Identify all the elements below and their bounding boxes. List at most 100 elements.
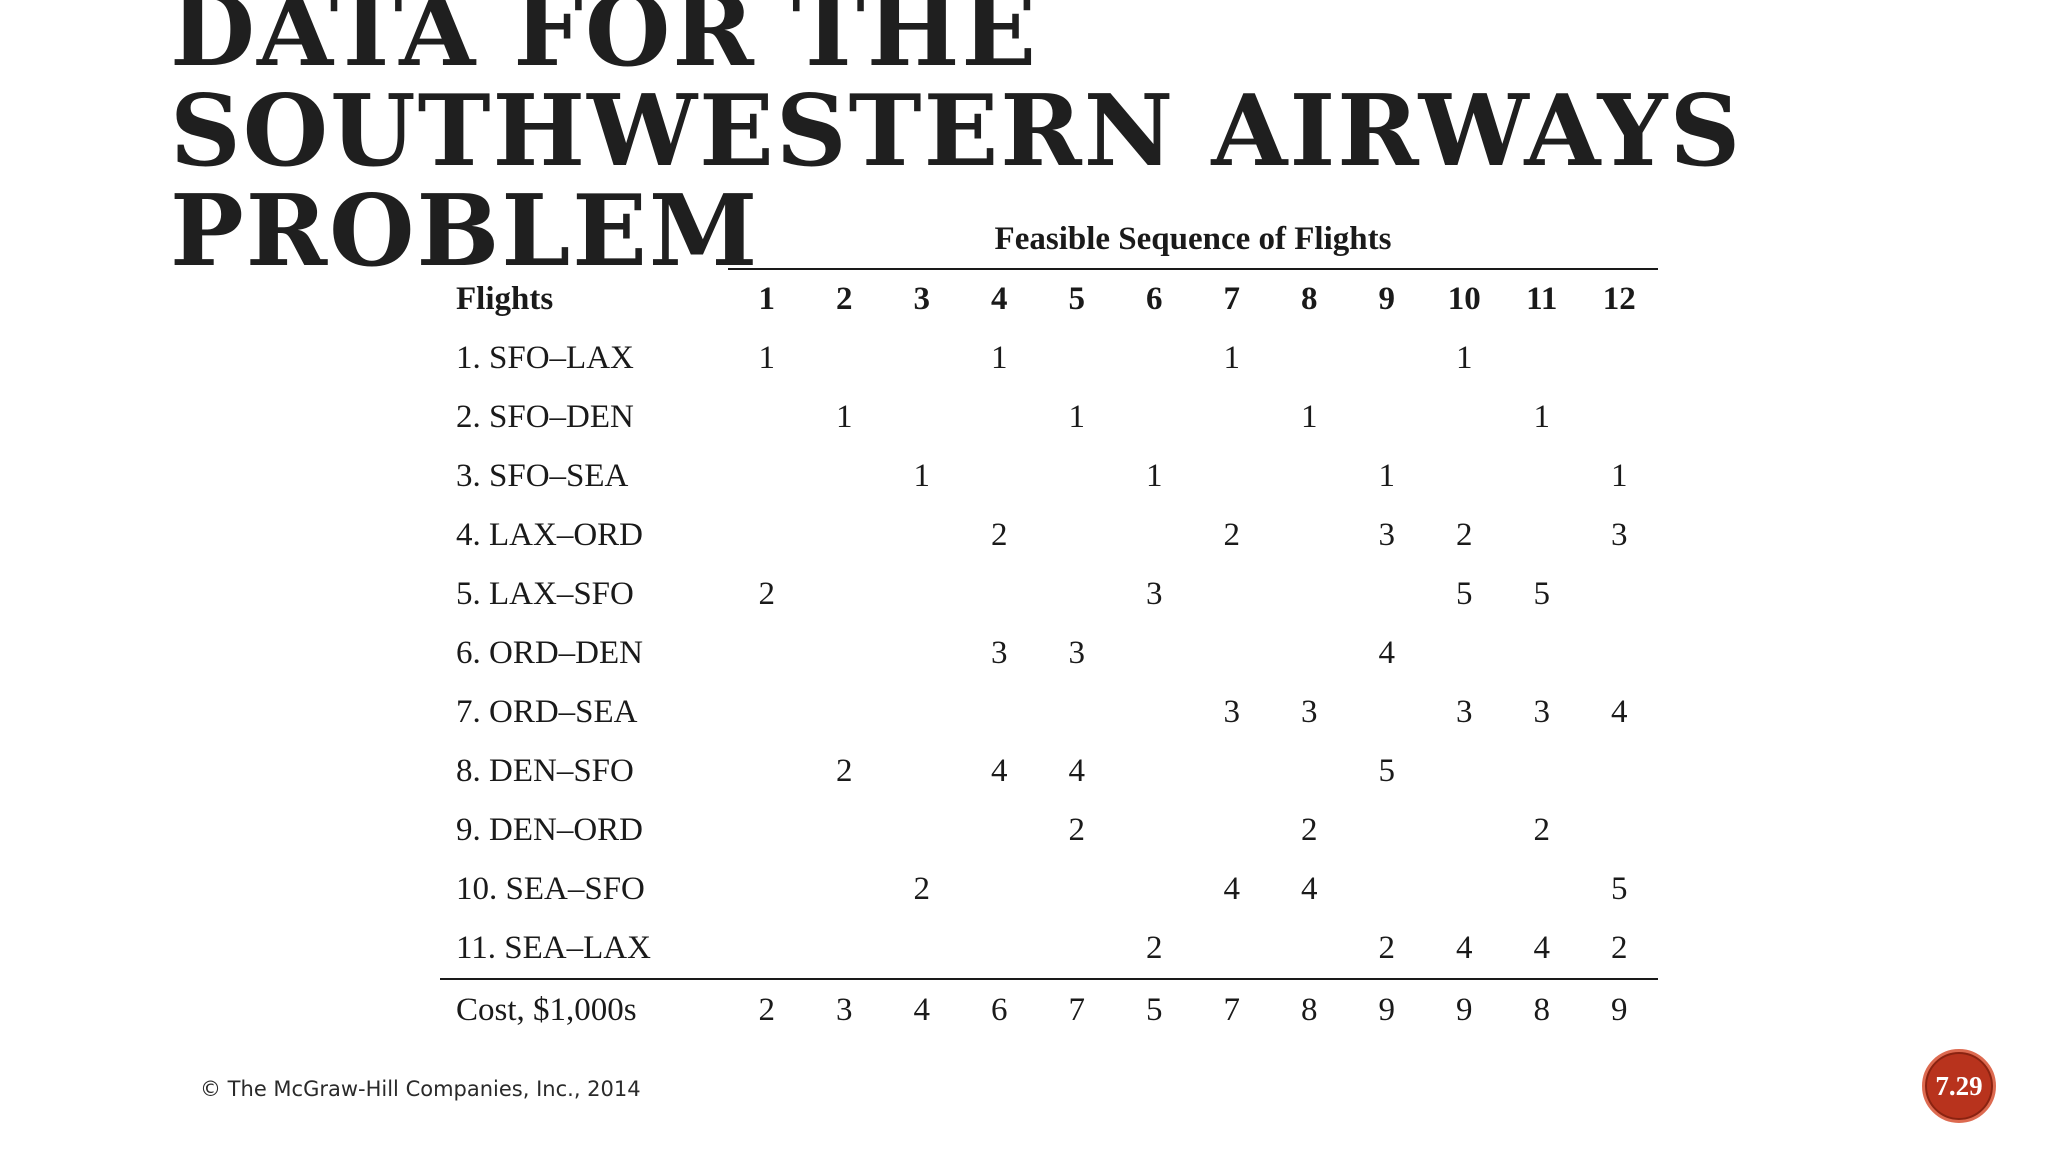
table-cell: 3 — [1456, 694, 1473, 730]
table-cell — [1581, 624, 1659, 683]
table-cell — [1193, 801, 1271, 860]
group-header-spacer — [440, 210, 728, 269]
flight-label: 5. LAX–SFO — [456, 576, 634, 612]
table-cell — [728, 447, 806, 506]
column-header: 2 — [836, 281, 853, 317]
copyright-notice: © The McGraw-Hill Companies, Inc., 2014 — [200, 1077, 641, 1101]
table-cell — [1581, 329, 1659, 388]
table-cell: 4 — [1068, 753, 1086, 789]
cost-value: 9 — [1348, 978, 1426, 1040]
table-cell: 3 — [1378, 517, 1396, 553]
table-cell — [1193, 919, 1271, 979]
table-cell — [1116, 329, 1194, 388]
table-cell: 5 — [1456, 576, 1473, 612]
column-header: 6 — [1146, 281, 1163, 317]
table-cell — [806, 447, 884, 506]
table-cell — [806, 683, 884, 742]
table-cell — [1116, 624, 1194, 683]
table-cell — [1581, 801, 1659, 860]
table-cell: 1 — [1611, 458, 1628, 494]
table-cell: 3 — [1611, 517, 1628, 553]
table-cell — [1581, 742, 1659, 801]
table-cell — [883, 506, 961, 565]
table-cell — [961, 919, 1039, 979]
table-cell — [883, 565, 961, 624]
table-cell — [1038, 919, 1116, 979]
table-cell — [1038, 860, 1116, 919]
table-cell — [1503, 447, 1581, 506]
table-cell — [1426, 624, 1504, 683]
table-cell — [806, 506, 884, 565]
table-cell — [961, 565, 1039, 624]
table-cell — [728, 742, 806, 801]
table-cell — [728, 624, 806, 683]
table-cell — [728, 388, 806, 447]
table-cell — [728, 919, 806, 979]
table-cell: 2 — [1068, 812, 1086, 848]
table-cell — [1038, 329, 1116, 388]
cost-value: 8 — [1270, 978, 1348, 1040]
table-cell — [728, 801, 806, 860]
column-header: 3 — [913, 281, 931, 317]
table-cell — [1503, 742, 1581, 801]
table-cell: 4 — [1378, 635, 1396, 671]
table-cell — [1271, 447, 1349, 506]
table-cell — [1116, 388, 1194, 447]
table-cell: 4 — [1533, 930, 1551, 966]
table-row: 4. LAX–ORD 2 2 3 2 3 — [440, 506, 1658, 565]
table-cell: 2 — [991, 517, 1008, 553]
table-cell — [1271, 624, 1349, 683]
table-cell — [961, 683, 1039, 742]
table-cell: 2 — [1223, 517, 1241, 553]
table-body: 1. SFO–LAX 1 1 1 1 2. SFO–DEN 1 1 1 1 3. SFO–SEA 1 1… — [440, 329, 1658, 979]
table-cell — [1426, 860, 1504, 919]
table-cell: 4 — [1456, 930, 1473, 966]
page-number: 7.29 — [1935, 1070, 1983, 1101]
cost-value: 9 — [1580, 978, 1658, 1040]
table-cell — [806, 565, 884, 624]
flight-label: 7. ORD–SEA — [456, 694, 638, 730]
cost-value: 7 — [1193, 978, 1271, 1040]
table-cell: 1 — [913, 458, 931, 494]
table-cell — [1116, 683, 1194, 742]
cost-value: 9 — [1425, 978, 1503, 1040]
table-cell — [883, 683, 961, 742]
slide-title: DATA FOR THE SOUTHWESTERN AIRWAYS PROBLE… — [170, 0, 1743, 289]
table-cell: 4 — [991, 753, 1008, 789]
table-row: 8. DEN–SFO 2 4 4 5 — [440, 742, 1658, 801]
table-cell: 2 — [1146, 930, 1163, 966]
cost-value: 3 — [805, 978, 883, 1040]
table-cell — [1038, 506, 1116, 565]
table-row: 10. SEA–SFO 2 4 4 5 — [440, 860, 1658, 919]
column-header: 4 — [991, 281, 1008, 317]
cost-value: 8 — [1503, 978, 1581, 1040]
table-cell: 3 — [1533, 694, 1551, 730]
table-cell: 2 — [1533, 812, 1551, 848]
flight-label: 8. DEN–SFO — [456, 753, 634, 789]
row-header: Flights — [456, 280, 554, 317]
table-cell — [1038, 565, 1116, 624]
table-cell: 5 — [1611, 871, 1628, 907]
table-cell — [1348, 388, 1426, 447]
table-cell — [1193, 624, 1271, 683]
table-cell: 1 — [758, 340, 776, 376]
table-cell — [961, 447, 1039, 506]
table-cell — [1193, 565, 1271, 624]
table-cell — [1271, 919, 1349, 979]
table-cell — [806, 624, 884, 683]
column-header-row: Flights 1 2 3 4 5 6 7 8 9 10 11 12 — [440, 269, 1658, 329]
table-cell: 3 — [1223, 694, 1241, 730]
table-cell — [1116, 860, 1194, 919]
column-header: 5 — [1068, 281, 1086, 317]
column-header: 1 — [758, 281, 776, 317]
table-cell — [728, 683, 806, 742]
table-cell — [806, 860, 884, 919]
table-cell — [1581, 565, 1659, 624]
table-cell: 3 — [1301, 694, 1318, 730]
table-cell — [961, 860, 1039, 919]
table-cell — [1116, 801, 1194, 860]
table-cell — [1503, 329, 1581, 388]
table-cell — [728, 506, 806, 565]
